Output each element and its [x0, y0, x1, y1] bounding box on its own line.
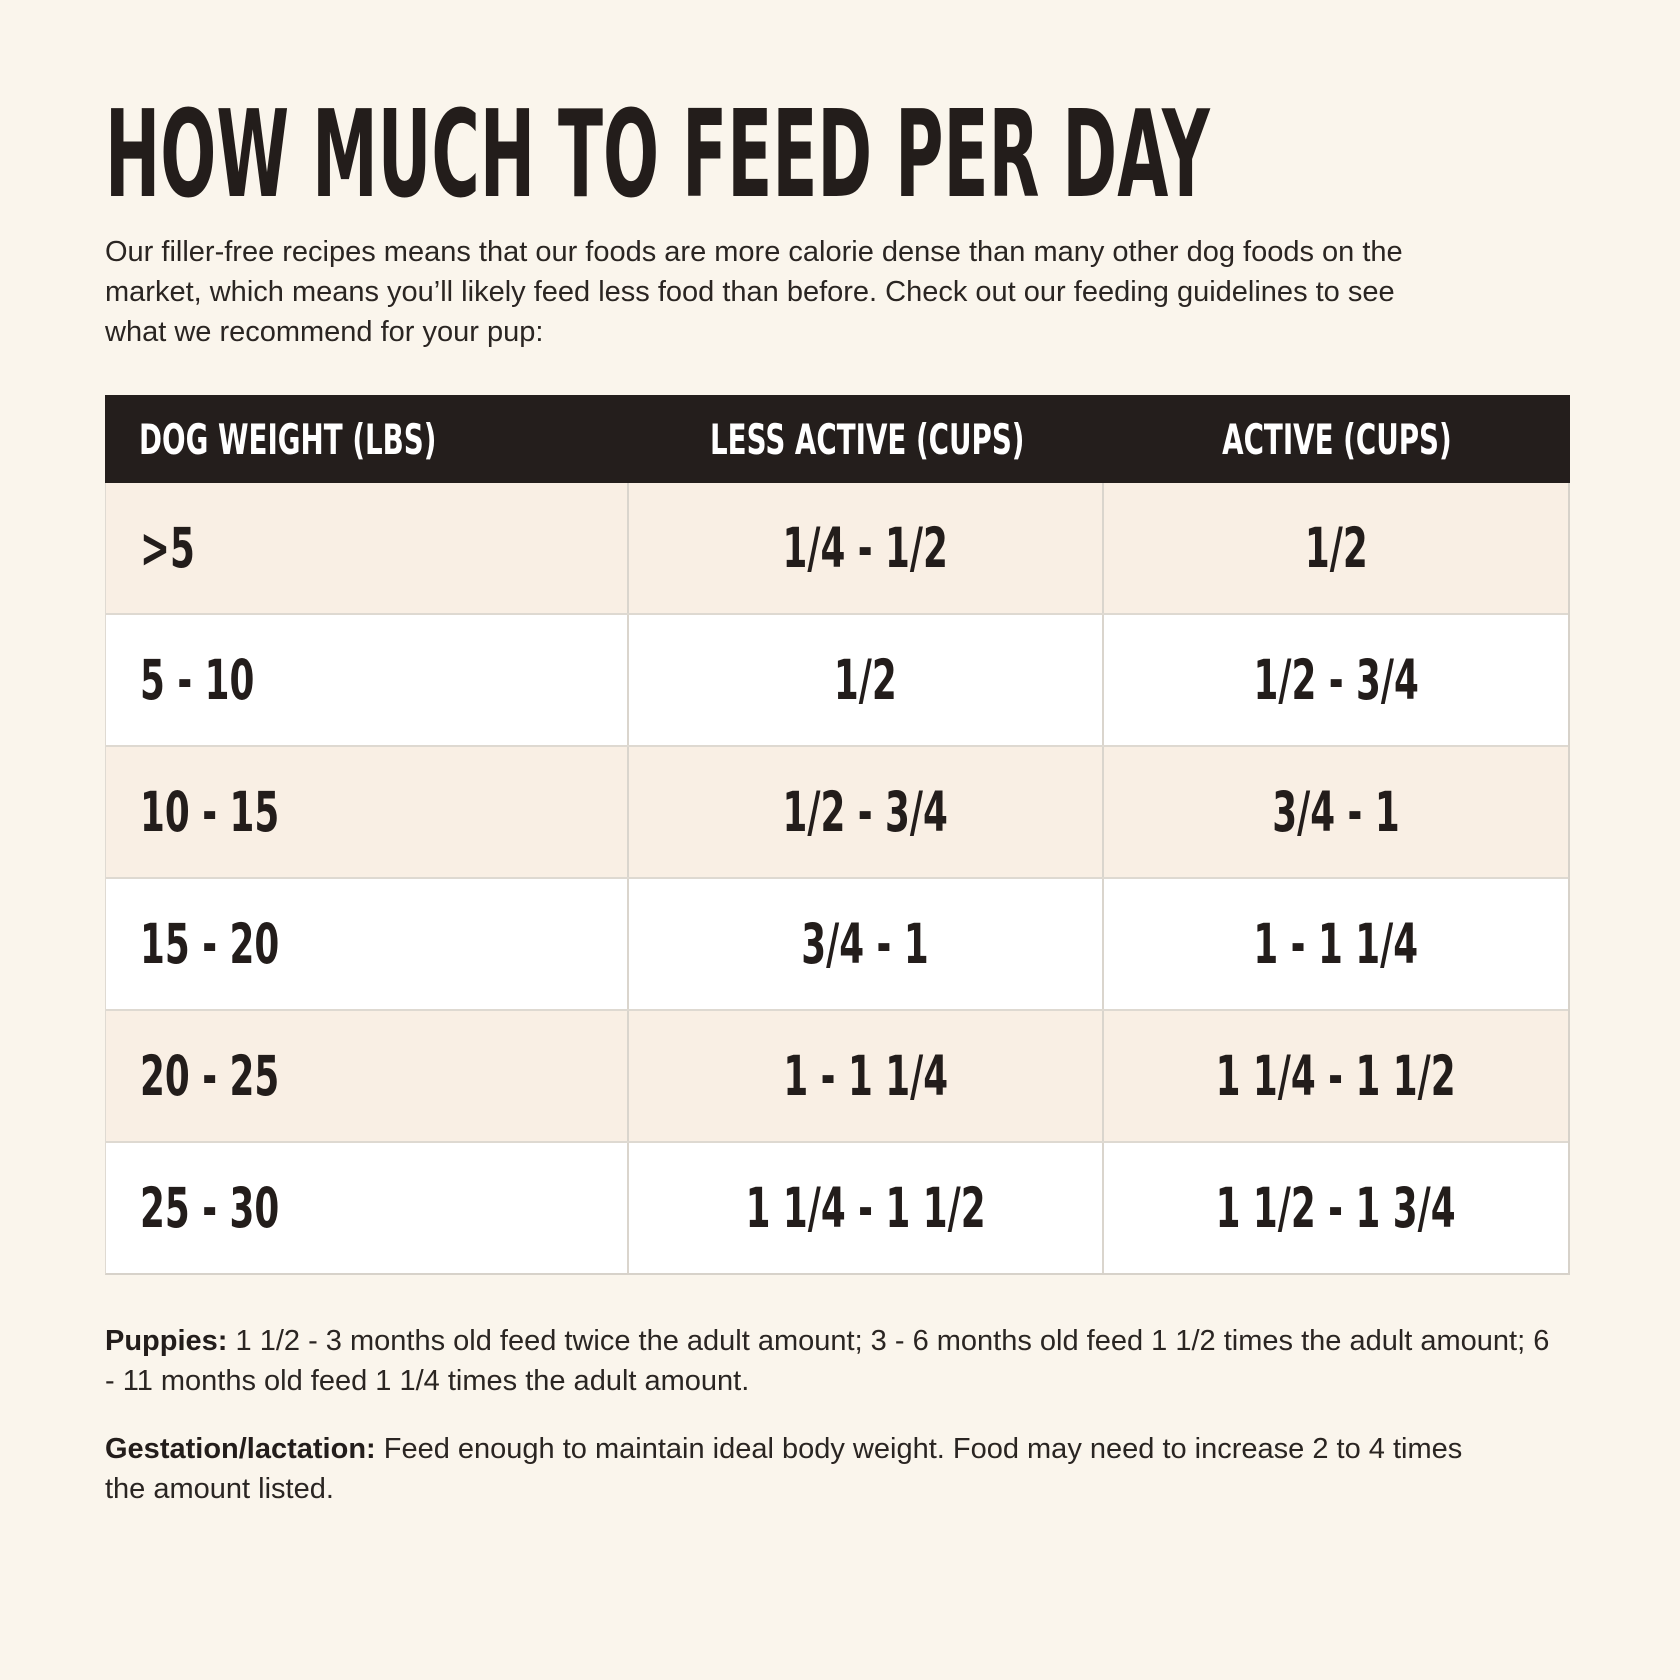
- note-gestation-text: Feed enough to maintain ideal body weigh…: [105, 1433, 1463, 1505]
- cell-active: 1/2 - 3/4: [1253, 648, 1419, 712]
- column-header-dog-weight: DOG WEIGHT (LBS): [105, 395, 629, 483]
- table-header-row: DOG WEIGHT (LBS) LESS ACTIVE (CUPS) ACTI…: [105, 395, 1570, 483]
- note-puppies-text: 1 1/2 - 3 months old feed twice the adul…: [105, 1325, 1550, 1397]
- feeding-table: DOG WEIGHT (LBS) LESS ACTIVE (CUPS) ACTI…: [105, 395, 1570, 1275]
- cell-less-active: 1 - 1 1/4: [629, 1011, 1104, 1141]
- table-row: >5 1/4 - 1/2 1/2: [106, 483, 1568, 613]
- cell-less-active: 1/4 - 1/2: [629, 483, 1104, 613]
- cell-dog-weight: 15 - 20: [106, 879, 629, 1009]
- cell-dog-weight: 25 - 30: [106, 1143, 629, 1273]
- cell-dog-weight: 5 - 10: [106, 615, 629, 745]
- page-title-text: HOW MUCH TO FEED PER DAY: [105, 86, 1210, 225]
- note-gestation: Gestation/lactation: Feed enough to main…: [105, 1429, 1495, 1509]
- table-row: 10 - 15 1/2 - 3/4 3/4 - 1: [106, 745, 1568, 877]
- note-gestation-label: Gestation/lactation:: [105, 1433, 376, 1465]
- cell-less-active: 1 1/4 - 1 1/2: [629, 1143, 1104, 1273]
- column-header-active-label: ACTIVE (CUPS): [1222, 414, 1452, 464]
- note-puppies-label: Puppies:: [105, 1325, 228, 1357]
- cell-less-active: 1/2 - 3/4: [629, 747, 1104, 877]
- content-area: HOW MUCH TO FEED PER DAY Our filler-free…: [105, 96, 1572, 1509]
- cell-less-active: 3/4 - 1: [629, 879, 1104, 1009]
- column-header-less-active: LESS ACTIVE (CUPS): [629, 395, 1104, 483]
- table-row: 5 - 10 1/2 1/2 - 3/4: [106, 613, 1568, 745]
- table-row: 15 - 20 3/4 - 1 1 - 1 1/4: [106, 877, 1568, 1009]
- table-row: 25 - 30 1 1/4 - 1 1/2 1 1/2 - 1 3/4: [106, 1141, 1568, 1273]
- intro-text: Our filler-free recipes means that our f…: [105, 236, 1403, 348]
- page-title: HOW MUCH TO FEED PER DAY: [105, 96, 1572, 216]
- table-body: >5 1/4 - 1/2 1/2 5 - 10 1/2 1/2 - 3/4 10…: [105, 483, 1570, 1275]
- cell-less-active: 1/2: [629, 615, 1104, 745]
- cell-active: 1/2: [1304, 516, 1368, 580]
- column-header-dog-weight-label: DOG WEIGHT (LBS): [139, 414, 437, 464]
- table-row: 20 - 25 1 - 1 1/4 1 1/4 - 1 1/2: [106, 1009, 1568, 1141]
- note-puppies: Puppies: 1 1/2 - 3 months old feed twice…: [105, 1321, 1550, 1401]
- cell-active: 1 1/2 - 1 3/4: [1215, 1176, 1456, 1240]
- cell-active: 1 1/4 - 1 1/2: [1215, 1044, 1456, 1108]
- cell-active: 1 - 1 1/4: [1253, 912, 1419, 976]
- cell-dog-weight: 20 - 25: [106, 1011, 629, 1141]
- column-header-active: ACTIVE (CUPS): [1104, 395, 1570, 483]
- cell-active: 3/4 - 1: [1272, 780, 1400, 844]
- cell-dog-weight: 10 - 15: [106, 747, 629, 877]
- cell-dog-weight: >5: [106, 483, 629, 613]
- column-header-less-active-label: LESS ACTIVE (CUPS): [709, 414, 1025, 464]
